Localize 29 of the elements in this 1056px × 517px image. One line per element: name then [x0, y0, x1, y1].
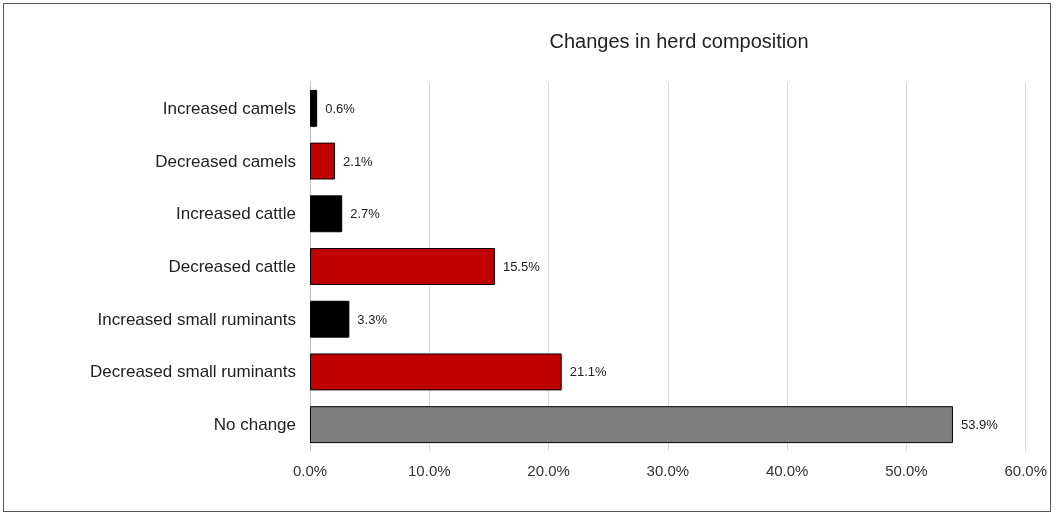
data-label: 15.5%: [502, 259, 541, 274]
data-label: 53.9%: [960, 417, 999, 433]
y-tick-label: Decreased small ruminants: [90, 362, 296, 382]
x-tick-label: 50.0%: [885, 462, 928, 479]
x-tick-label: 30.0%: [646, 462, 690, 479]
x-tick-label: 60.0%: [1004, 462, 1048, 479]
bar: [310, 142, 336, 180]
y-tick-label: Decreased camels: [155, 151, 296, 171]
y-tick-label: Increased camels: [162, 98, 296, 118]
data-label: 21.1%: [569, 364, 607, 380]
y-tick-label: Increased small ruminants: [97, 309, 296, 329]
y-tick-label: Increased cattle: [175, 204, 296, 224]
data-label: 3.3%: [357, 311, 388, 327]
y-tick-label: No change: [213, 415, 296, 435]
chart-title: Changes in herd composition: [549, 30, 809, 52]
x-tick-label: 0.0%: [292, 462, 328, 479]
data-label: 0.6%: [325, 100, 356, 116]
bar: [310, 89, 318, 127]
bar: [310, 248, 495, 285]
bar: [310, 195, 343, 233]
x-tick-label: 20.0%: [527, 462, 570, 479]
data-label: 2.7%: [350, 206, 381, 222]
bar: [310, 353, 562, 391]
bar: [310, 406, 953, 444]
x-tick-label: 40.0%: [765, 462, 809, 479]
bar: [310, 300, 350, 338]
x-tick-label: 10.0%: [408, 462, 451, 479]
data-label: 2.1%: [343, 153, 374, 169]
y-tick-label: Decreased cattle: [168, 257, 296, 276]
